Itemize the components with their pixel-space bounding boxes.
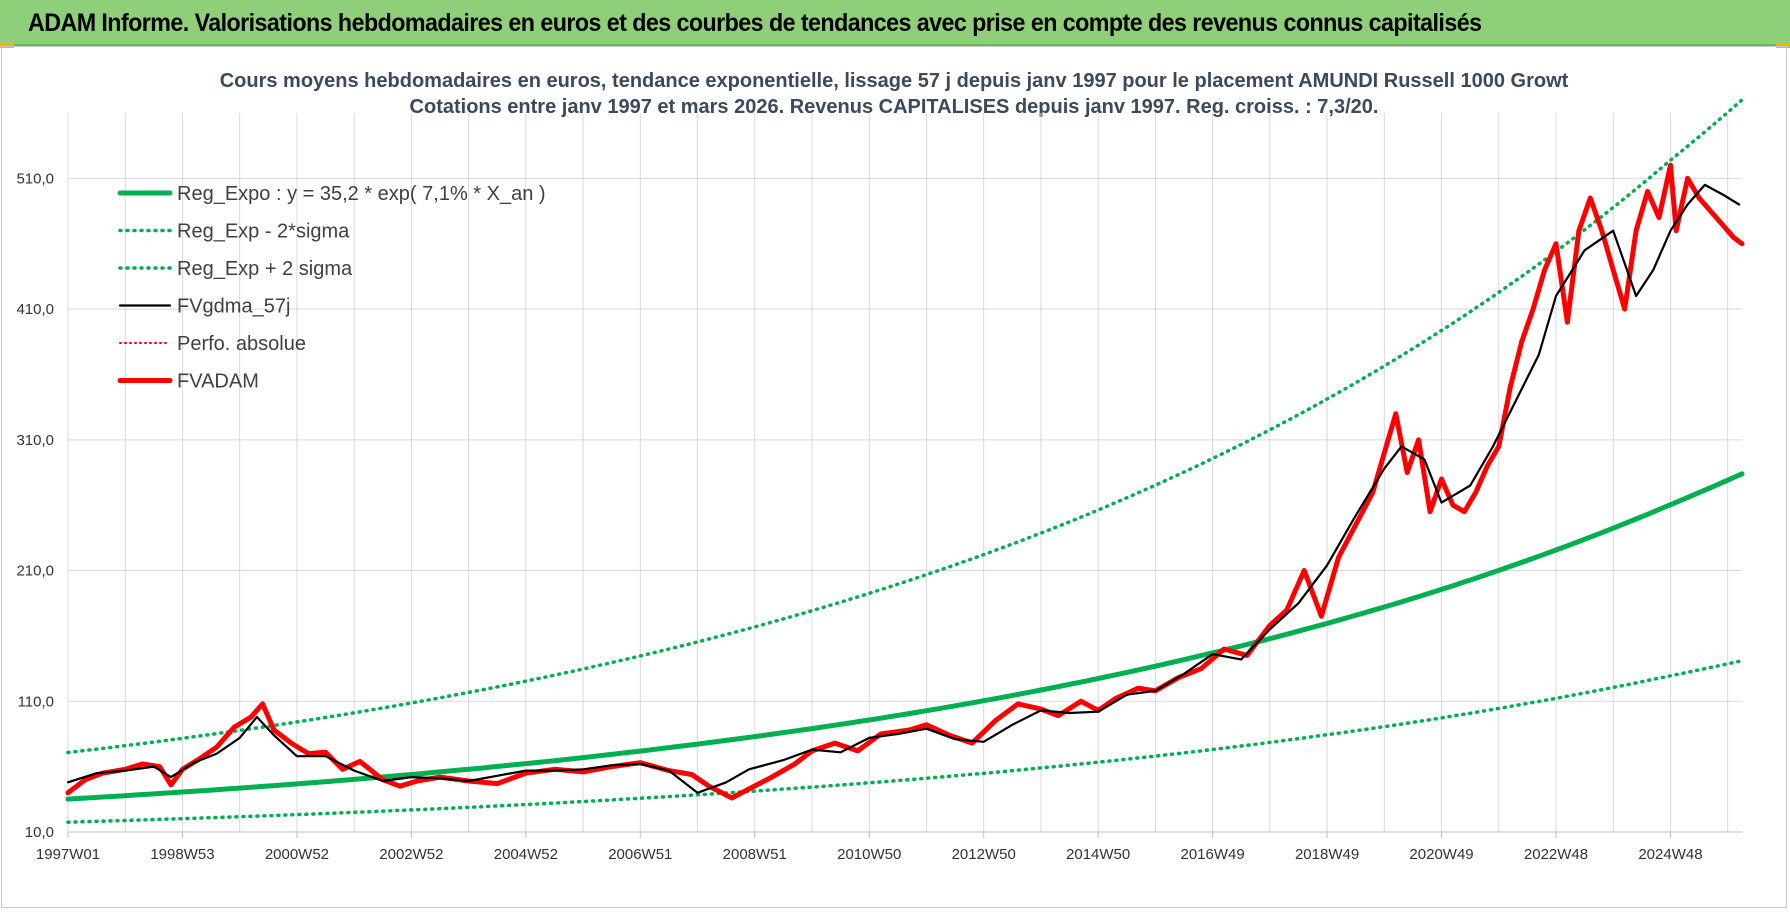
x-tick-label: 2006W51: [608, 846, 672, 863]
axes: 10,0 110,0 210,0 310,0 410,0 510,0 1997W01 1998…: [16, 170, 1742, 863]
x-tick-label: 1998W53: [150, 846, 214, 863]
legend-label-fvadam: FVADAM: [177, 371, 259, 393]
banner-title: ADAM Informe. Valorisations hebdomadaire…: [28, 9, 1482, 37]
y-tick-label: 10,0: [25, 824, 54, 841]
chart-title: Cours moyens hebdomadaires en euros, ten…: [220, 70, 1569, 92]
series-line-reg_plus: [66, 98, 1744, 755]
line-chart: Cours moyens hebdomadaires en euros, ten…: [16, 70, 1745, 863]
series-line-reg_expo: [65, 471, 1745, 802]
x-tick-label: 1997W01: [36, 846, 100, 863]
series-layer: [65, 98, 1745, 824]
legend-label-reg_expo: Reg_Expo : y = 35,2 * exp( 7,1% * X_an ): [177, 183, 546, 205]
x-tick-label: 2016W49: [1181, 846, 1245, 863]
series-line-fvgdma: [66, 183, 1741, 794]
x-tick-label: 2022W48: [1524, 846, 1588, 863]
x-tick-label: 2012W50: [952, 846, 1016, 863]
x-tick-label: 2010W50: [837, 846, 901, 863]
chart-subtitle: Cotations entre janv 1997 et mars 2026. …: [410, 96, 1379, 118]
chart-frame: Cours moyens hebdomadaires en euros, ten…: [1, 46, 1787, 908]
x-tick-label: 2008W51: [723, 846, 787, 863]
x-tick-label: 2000W52: [265, 846, 329, 863]
legend-label-reg_plus: Reg_Exp + 2 sigma: [177, 258, 353, 280]
x-tick-label: 2020W49: [1409, 846, 1473, 863]
series-line-reg_minus: [66, 658, 1744, 824]
y-tick-label: 310,0: [16, 432, 54, 449]
legend: Reg_Expo : y = 35,2 * exp( 7,1% * X_an )…: [117, 183, 546, 393]
x-tick-label: 2014W50: [1066, 846, 1130, 863]
x-tick-label: 2018W49: [1295, 846, 1359, 863]
x-tick-label: 2002W52: [379, 846, 443, 863]
legend-label-perfo: Perfo. absolue: [177, 333, 306, 355]
legend-label-fvgdma: FVgdma_57j: [177, 296, 290, 318]
x-tick-label: 2004W52: [494, 846, 558, 863]
y-tick-label: 110,0: [18, 693, 54, 710]
y-tick-label: 410,0: [16, 301, 54, 318]
y-tick-label: 510,0: [16, 170, 54, 187]
report-banner: ADAM Informe. Valorisations hebdomadaire…: [0, 0, 1790, 46]
y-tick-label: 210,0: [16, 563, 54, 580]
x-tick-label: 2024W48: [1638, 846, 1702, 863]
series-line-fvadam: [65, 162, 1745, 801]
legend-label-reg_minus: Reg_Exp - 2*sigma: [177, 221, 350, 243]
